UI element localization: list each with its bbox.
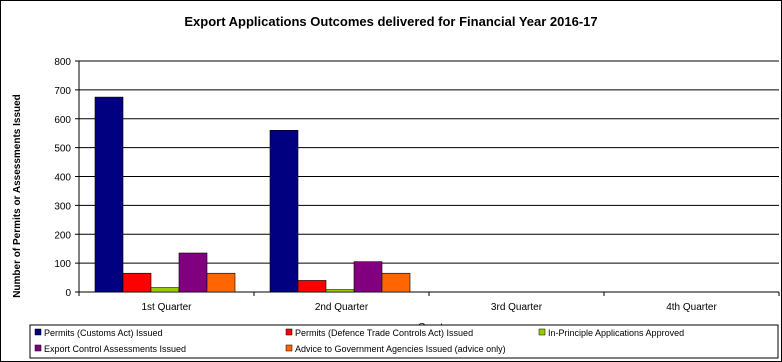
y-tick-label: 300 [54,201,71,212]
bar [269,130,299,293]
legend-label: Advice to Government Agencies Issued (ad… [295,344,506,354]
bar [150,287,180,293]
x-tick-label: 4th Quarter [666,302,717,313]
bar [206,272,236,293]
legend-swatch [285,328,293,336]
y-tick-label: 0 [65,288,71,299]
bar [297,280,327,293]
y-tick-label: 400 [54,173,71,184]
y-tick-label: 100 [54,259,71,270]
y-axis-title: Number of Permits or Assessments Issued [12,94,23,298]
y-tick-label: 800 [54,57,71,68]
legend-label: In-Principle Applications Approved [548,328,684,338]
bar [325,289,355,293]
x-tick-label: 1st Quarter [141,302,192,313]
bar [122,272,152,293]
legend-label: Permits (Defence Trade Controls Act) Iss… [295,328,473,338]
x-tick-label: 2nd Quarter [315,302,369,313]
legend-swatch [34,328,42,336]
bar [178,252,208,293]
bar [353,261,383,293]
y-tick-label: 700 [54,86,71,97]
x-tick-label: 3rd Quarter [491,302,543,313]
plot-area: 0 100 200 300 400 500 600 700 800 1st Quarter 2nd … [54,57,780,313]
legend-label: Export Control Assessments Issued [44,344,186,354]
y-tick-label: 200 [54,230,71,241]
chart-title: Export Applications Outcomes delivered f… [184,14,597,29]
legend-swatch [285,344,293,352]
legend: Permits (Customs Act) Issued Permits (Def… [29,324,779,359]
legend-swatch [34,344,42,352]
legend-label: Permits (Customs Act) Issued [44,328,163,338]
bar [94,96,124,293]
bar [381,272,411,293]
legend-swatch [538,328,546,336]
legend-box [29,324,779,359]
y-tick-label: 500 [54,144,71,155]
y-tick-label: 600 [54,115,71,126]
